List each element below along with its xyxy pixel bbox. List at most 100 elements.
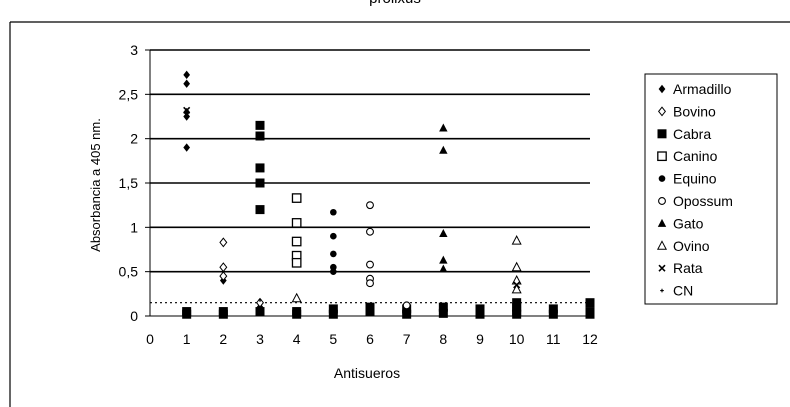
legend-label: Canino	[673, 148, 718, 164]
x-tick-label: 2	[219, 331, 227, 347]
point-armadillo	[183, 143, 191, 152]
legend-box	[644, 73, 778, 305]
point-bovino	[255, 297, 265, 308]
point-armadillo	[183, 112, 191, 121]
legend-marker-canino	[657, 151, 667, 162]
legend-label: Opossum	[673, 193, 733, 209]
point-equino	[330, 208, 337, 216]
legend-label: Ovino	[673, 238, 710, 254]
point-cabra	[255, 178, 265, 188]
legend-marker-gato	[657, 218, 667, 227]
legend: Armadillo Bovino Cabra Canino Equino Opossum G…	[644, 73, 778, 305]
point-cabra	[512, 309, 522, 319]
legend-marker-cabra	[657, 129, 667, 139]
point-cabra	[438, 302, 448, 312]
x-tick-label: 7	[403, 331, 411, 347]
y-tick-label: 1	[130, 219, 138, 235]
y-axis-label: Absorbancia a 405 nm.	[88, 118, 103, 252]
x-tick-label: 8	[439, 331, 447, 347]
y-tick-label: 2	[130, 131, 138, 147]
point-canino	[291, 236, 302, 247]
point-rata	[513, 281, 521, 289]
point-opossum	[366, 279, 374, 288]
y-tick-label: 1,5	[119, 175, 139, 191]
legend-marker-armadillo	[658, 84, 666, 94]
point-opossum	[366, 260, 374, 269]
y-tick-label: 0	[130, 308, 138, 324]
point-equino	[366, 305, 374, 313]
legend-label: Bovino	[673, 103, 716, 119]
y-tick-label: 2,5	[119, 86, 139, 102]
point-equino	[330, 232, 337, 240]
point-rata	[183, 106, 191, 114]
point-cabra	[218, 309, 228, 319]
x-tick-label: 10	[509, 331, 525, 347]
point-bovino	[219, 271, 228, 282]
point-cabra	[292, 309, 302, 319]
point-equino	[513, 305, 520, 313]
point-canino	[291, 218, 302, 228]
legend-label: Rata	[673, 260, 703, 276]
point-ovino	[511, 261, 522, 272]
point-ovino	[291, 292, 302, 303]
x-axis-label: Antisueros	[334, 365, 400, 381]
x-tick-label: 3	[256, 331, 264, 347]
point-armadillo	[183, 70, 191, 80]
point-cabra	[548, 309, 558, 319]
point-armadillo	[183, 79, 191, 88]
legend-label: CN	[673, 283, 693, 299]
point-cabra	[255, 163, 265, 173]
point-gato	[439, 229, 448, 238]
point-cn	[258, 298, 262, 302]
x-tick-label: 1	[183, 331, 191, 347]
chart-title: prolixus	[0, 0, 790, 7]
x-tick-label: 5	[329, 331, 337, 347]
point-cabra	[328, 309, 338, 319]
legend-marker-cn	[660, 288, 664, 293]
point-gato	[439, 264, 448, 273]
x-tick-label: 0	[146, 331, 154, 347]
point-cabra	[548, 304, 558, 314]
point-equino	[330, 268, 337, 275]
x-tick-label: 11	[546, 331, 561, 347]
point-ovino	[511, 235, 522, 245]
point-equino	[330, 250, 337, 258]
point-cn	[478, 309, 482, 314]
point-bovino	[219, 262, 228, 273]
point-cabra	[438, 308, 448, 318]
tick-labels: 00,511,522,530 1 2 3 4 5 6 7 8 9 10 11 12	[119, 42, 598, 347]
x-tick-label: 9	[476, 331, 484, 347]
point-cabra	[255, 120, 265, 130]
legend-marker-ovino	[656, 240, 668, 250]
point-canino	[291, 257, 302, 268]
point-cabra	[182, 309, 192, 319]
point-cabra	[402, 309, 412, 319]
y-tick-label: 3	[130, 42, 138, 58]
point-cabra	[255, 131, 265, 141]
point-ovino	[511, 283, 522, 294]
point-armadillo	[183, 107, 191, 117]
point-cabra	[475, 309, 485, 319]
legend-marker-opossum	[658, 197, 666, 205]
legend-marker-bovino	[657, 106, 667, 117]
point-opossum	[402, 301, 411, 310]
point-gato	[439, 255, 448, 264]
point-cabra	[255, 205, 265, 215]
legend-marker-rata	[658, 264, 666, 272]
y-tick-label: 0,5	[119, 264, 139, 280]
point-gato	[439, 123, 448, 132]
legend-marker-equino	[658, 175, 666, 182]
point-canino	[291, 193, 302, 203]
point-cabra	[585, 298, 595, 308]
point-cabra	[475, 304, 485, 314]
point-bovino	[219, 237, 228, 248]
point-cabra	[585, 309, 595, 319]
chart-frame	[9, 21, 790, 407]
grid	[150, 49, 590, 273]
point-equino	[256, 308, 264, 315]
point-opossum	[366, 201, 374, 210]
point-cabra	[328, 304, 338, 314]
x-tick-label: 4	[293, 331, 301, 347]
legend-label: Equino	[673, 171, 717, 187]
